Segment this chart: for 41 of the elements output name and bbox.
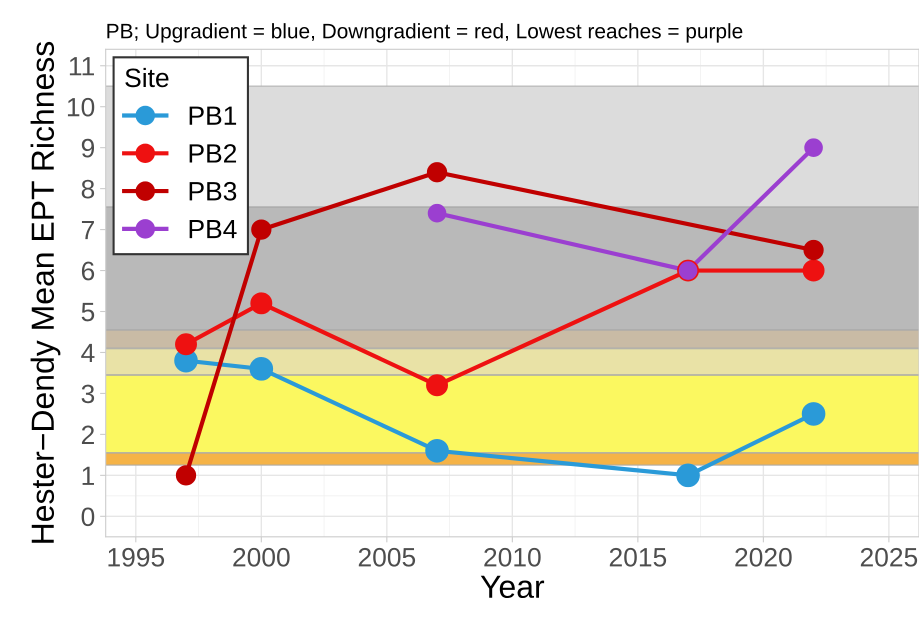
x-axis-title: Year bbox=[480, 576, 544, 598]
x-tick-label: 2010 bbox=[484, 548, 541, 567]
point bbox=[176, 465, 196, 486]
y-tick-label: 3 bbox=[82, 384, 94, 404]
point bbox=[175, 333, 197, 356]
chart-title: PB; Upgradient = blue, Downgradient = red, Lowest reaches = purple bbox=[107, 23, 742, 43]
point bbox=[803, 240, 824, 260]
point bbox=[802, 402, 826, 426]
legend-label: PB1 bbox=[190, 106, 236, 125]
y-tick-label: 7 bbox=[82, 220, 94, 240]
point bbox=[425, 438, 449, 463]
y-tick-label: 11 bbox=[70, 57, 94, 76]
point bbox=[802, 260, 825, 282]
legend-title: Site bbox=[125, 68, 168, 88]
y-tick-label: 8 bbox=[82, 180, 94, 198]
x-tick-label: 1995 bbox=[108, 548, 164, 567]
y-tick-label: 10 bbox=[68, 98, 94, 117]
point bbox=[250, 357, 274, 381]
point bbox=[426, 162, 448, 182]
y-tick-label: 9 bbox=[82, 138, 94, 158]
point bbox=[250, 292, 272, 314]
point bbox=[426, 374, 448, 396]
point bbox=[251, 219, 272, 240]
point bbox=[428, 204, 446, 223]
y-tick-label: 1 bbox=[82, 466, 94, 485]
y-tick-label: 2 bbox=[82, 426, 94, 444]
y-tick-label: 5 bbox=[82, 302, 94, 322]
y-tick-label: 0 bbox=[82, 507, 94, 526]
x-tick-label: 2005 bbox=[358, 548, 416, 567]
x-tick-label: 2000 bbox=[233, 548, 290, 567]
x-tick-label: 2015 bbox=[610, 548, 666, 567]
x-tick-label: 2025 bbox=[860, 548, 918, 567]
y-axis-title: Hester−Dendy Mean EPT Richness bbox=[30, 42, 60, 543]
point bbox=[804, 138, 823, 157]
point bbox=[676, 464, 700, 488]
legend-label: PB3 bbox=[190, 182, 236, 201]
x-tick-label: 2020 bbox=[735, 548, 792, 567]
y-tick-label: 6 bbox=[82, 262, 94, 280]
legend-label: PB4 bbox=[190, 220, 237, 238]
y-tick-label: 4 bbox=[81, 344, 94, 362]
legend-label: PB2 bbox=[190, 144, 236, 163]
